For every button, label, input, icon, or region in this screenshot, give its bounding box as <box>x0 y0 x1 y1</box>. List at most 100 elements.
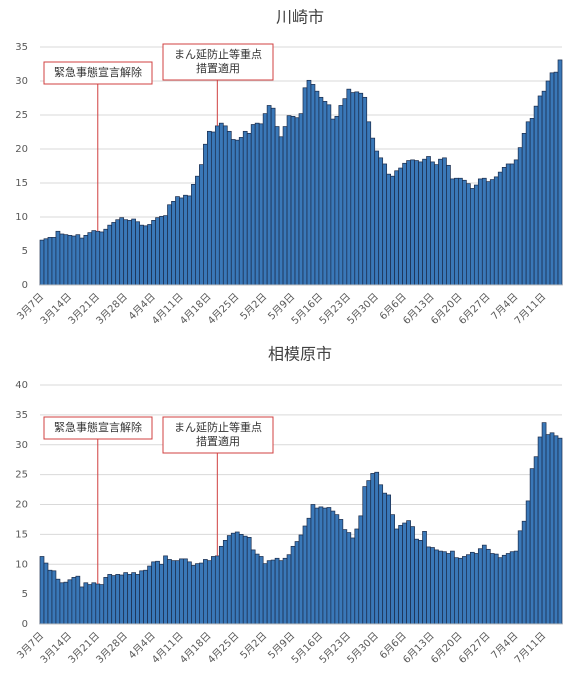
bar <box>191 184 196 286</box>
bar <box>310 504 316 625</box>
chart-title: 相模原市 <box>268 345 332 364</box>
y-tick-label: 25 <box>15 110 28 121</box>
bar <box>278 560 284 625</box>
bar <box>426 156 431 286</box>
bar <box>294 117 300 286</box>
bar <box>378 484 384 625</box>
bar <box>282 126 288 286</box>
bar <box>230 532 236 625</box>
bar <box>47 237 53 286</box>
bar <box>266 560 272 625</box>
y-tick-label: 40 <box>15 380 28 391</box>
bar <box>493 553 499 625</box>
bar <box>210 556 216 625</box>
bar <box>230 139 236 286</box>
bar <box>51 570 57 625</box>
bar <box>238 534 244 625</box>
bar <box>39 239 45 286</box>
bar <box>521 133 527 286</box>
bar <box>127 574 132 625</box>
bar <box>374 150 380 286</box>
bar <box>545 80 551 286</box>
y-tick-label: 0 <box>22 280 28 291</box>
bar <box>63 234 69 286</box>
bar <box>143 225 148 286</box>
bar <box>83 582 89 625</box>
bar <box>326 507 332 625</box>
bar <box>362 486 368 625</box>
bar <box>47 569 53 625</box>
bar <box>135 574 140 625</box>
bar <box>466 554 471 625</box>
y-tick-label: 15 <box>15 529 28 540</box>
bar <box>505 553 511 625</box>
bar <box>450 178 455 286</box>
bar <box>238 137 244 286</box>
bar <box>477 548 483 625</box>
annotation-box <box>43 416 153 440</box>
bar <box>549 72 555 286</box>
bar <box>99 231 105 286</box>
bar <box>537 436 543 625</box>
bar <box>342 98 348 286</box>
bar <box>346 532 352 625</box>
bar <box>513 550 519 625</box>
bar <box>378 157 384 286</box>
x-tick-label: 5月30日 <box>345 291 381 327</box>
bar <box>310 84 316 286</box>
bar <box>366 121 372 286</box>
bar <box>266 105 272 286</box>
y-tick-label: 15 <box>15 178 28 189</box>
y-tick-label: 5 <box>22 246 28 257</box>
bar <box>314 90 320 286</box>
bar <box>418 161 423 286</box>
annotation-text: 緊急事態宣言解除 <box>54 65 142 79</box>
bar <box>103 577 109 625</box>
bar <box>187 561 192 625</box>
bar <box>43 238 49 286</box>
bar <box>234 531 240 625</box>
bar <box>533 105 539 286</box>
bar <box>262 113 268 286</box>
bar <box>87 232 93 286</box>
bar <box>258 123 264 286</box>
bar <box>131 572 136 625</box>
bar <box>406 160 411 286</box>
bar <box>521 520 527 625</box>
bar <box>195 175 200 286</box>
bar <box>147 224 152 286</box>
bar <box>111 222 117 286</box>
bar <box>402 522 407 625</box>
bar <box>298 113 304 286</box>
bar <box>75 234 81 286</box>
bar <box>326 104 332 286</box>
bar <box>442 157 447 286</box>
bar <box>218 122 224 286</box>
bar <box>501 554 507 625</box>
bar <box>358 515 364 625</box>
bar <box>338 519 344 625</box>
bar <box>67 579 73 625</box>
bar <box>135 221 140 286</box>
bar <box>139 570 144 625</box>
bar <box>127 220 132 286</box>
bar <box>470 551 475 625</box>
bar <box>246 537 252 625</box>
bar <box>75 575 81 625</box>
bar <box>382 163 388 286</box>
bar <box>446 164 451 286</box>
bar <box>167 204 172 286</box>
bar <box>59 582 65 625</box>
bar <box>298 534 304 625</box>
chart-title: 川崎市 <box>276 8 324 27</box>
bar <box>286 554 292 625</box>
bar <box>386 494 392 625</box>
bar <box>434 164 439 286</box>
bar <box>63 581 69 625</box>
bar <box>155 217 160 286</box>
bar <box>318 506 324 625</box>
bar <box>274 557 280 625</box>
bar <box>370 137 376 286</box>
bar <box>362 96 368 286</box>
bar <box>163 215 168 286</box>
